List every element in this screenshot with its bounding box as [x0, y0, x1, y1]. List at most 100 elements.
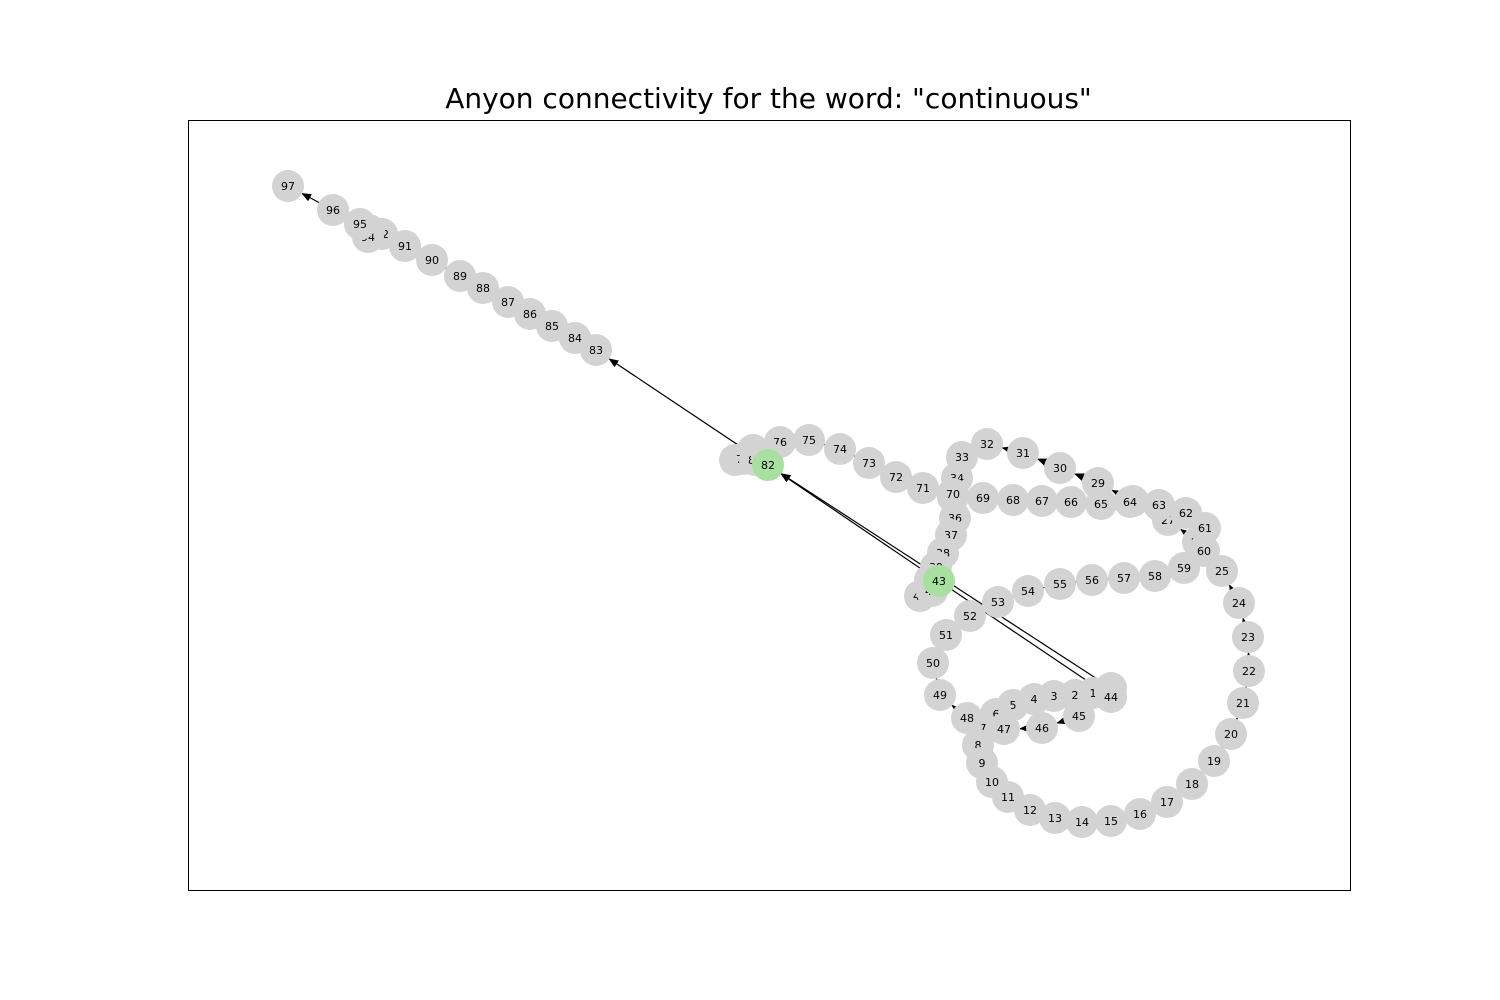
node-label-90: 90 — [425, 254, 439, 267]
node-circle-43 — [923, 565, 955, 597]
node-47: 47 — [988, 713, 1020, 745]
node-label-44: 44 — [1104, 691, 1118, 704]
node-51: 51 — [930, 619, 962, 651]
node-13: 13 — [1039, 802, 1071, 834]
node-label-54: 54 — [1021, 585, 1035, 598]
node-circle-68 — [997, 484, 1029, 516]
node-circle-60 — [1188, 535, 1220, 567]
node-circle-16 — [1124, 798, 1156, 830]
node-32: 32 — [971, 428, 1003, 460]
node-65: 65 — [1085, 488, 1117, 520]
node-24: 24 — [1223, 587, 1255, 619]
node-71: 71 — [907, 472, 939, 504]
node-68: 68 — [997, 484, 1029, 516]
node-95: 95 — [344, 208, 376, 240]
node-label-13: 13 — [1048, 812, 1062, 825]
node-label-59: 59 — [1177, 562, 1191, 575]
node-label-89: 89 — [453, 270, 467, 283]
node-89: 89 — [444, 260, 476, 292]
node-label-86: 86 — [523, 308, 537, 321]
node-circle-31 — [1007, 437, 1039, 469]
node-label-71: 71 — [916, 482, 930, 495]
node-label-10: 10 — [985, 776, 999, 789]
node-label-23: 23 — [1241, 631, 1255, 644]
node-72: 72 — [880, 461, 912, 493]
node-label-91: 91 — [398, 240, 412, 253]
node-22: 22 — [1233, 655, 1265, 687]
node-20: 20 — [1215, 718, 1247, 750]
node-label-67: 67 — [1035, 495, 1049, 508]
node-circle-53 — [982, 586, 1014, 618]
node-label-73: 73 — [862, 457, 876, 470]
node-label-53: 53 — [991, 596, 1005, 609]
node-label-2: 2 — [1072, 689, 1079, 702]
node-label-66: 66 — [1064, 496, 1078, 509]
node-label-58: 58 — [1148, 570, 1162, 583]
node-circle-90 — [416, 244, 448, 276]
node-label-85: 85 — [545, 320, 559, 333]
node-97: 97 — [272, 170, 304, 202]
node-87: 87 — [492, 286, 524, 318]
node-circle-21 — [1227, 687, 1259, 719]
node-label-9: 9 — [979, 757, 986, 770]
node-circle-73 — [853, 447, 885, 479]
node-label-14: 14 — [1075, 816, 1089, 829]
node-circle-15 — [1095, 805, 1127, 837]
node-circle-82 — [752, 449, 784, 481]
node-label-6: 6 — [993, 708, 1000, 721]
node-label-32: 32 — [980, 438, 994, 451]
node-14: 14 — [1066, 806, 1098, 838]
node-label-97: 97 — [281, 180, 295, 193]
node-73: 73 — [853, 447, 885, 479]
node-circle-70 — [937, 478, 969, 510]
node-69: 69 — [967, 482, 999, 514]
node-31: 31 — [1007, 437, 1039, 469]
node-label-61: 61 — [1198, 522, 1212, 535]
node-circle-75 — [793, 424, 825, 456]
node-circle-17 — [1151, 786, 1183, 818]
node-label-82: 82 — [761, 459, 775, 472]
node-label-64: 64 — [1123, 496, 1137, 509]
node-label-70: 70 — [946, 488, 960, 501]
node-60: 60 — [1188, 535, 1220, 567]
node-label-3: 3 — [1051, 690, 1058, 703]
node-label-87: 87 — [501, 296, 515, 309]
node-label-60: 60 — [1197, 545, 1211, 558]
node-70: 70 — [937, 478, 969, 510]
node-74: 74 — [824, 433, 856, 465]
node-12: 12 — [1014, 794, 1046, 826]
node-label-43: 43 — [932, 575, 946, 588]
node-62: 62 — [1170, 497, 1202, 529]
node-57: 57 — [1108, 562, 1140, 594]
node-75: 75 — [793, 424, 825, 456]
node-label-51: 51 — [939, 629, 953, 642]
node-circle-95 — [344, 208, 376, 240]
node-label-95: 95 — [353, 218, 367, 231]
node-circle-52 — [954, 600, 986, 632]
node-label-68: 68 — [1006, 494, 1020, 507]
node-label-72: 72 — [889, 471, 903, 484]
node-circle-74 — [824, 433, 856, 465]
node-label-19: 19 — [1207, 755, 1221, 768]
node-circle-97 — [272, 170, 304, 202]
node-label-56: 56 — [1085, 574, 1099, 587]
node-circle-48 — [951, 702, 983, 734]
node-circle-19 — [1198, 745, 1230, 777]
node-48: 48 — [951, 702, 983, 734]
node-label-55: 55 — [1053, 578, 1067, 591]
node-circle-66 — [1055, 486, 1087, 518]
node-label-17: 17 — [1160, 796, 1174, 809]
node-label-5: 5 — [1010, 699, 1017, 712]
node-label-57: 57 — [1117, 572, 1131, 585]
node-label-8: 8 — [975, 739, 982, 752]
node-label-12: 12 — [1023, 804, 1037, 817]
node-56: 56 — [1076, 564, 1108, 596]
node-circle-67 — [1026, 485, 1058, 517]
node-circle-50 — [917, 647, 949, 679]
node-circle-14 — [1066, 806, 1098, 838]
node-circle-49 — [924, 679, 956, 711]
node-44: 44 — [1095, 681, 1127, 713]
node-label-88: 88 — [476, 282, 490, 295]
node-45: 45 — [1063, 700, 1095, 732]
nodes-layer: 0123456789101112131415161718192021222324… — [272, 170, 1265, 838]
